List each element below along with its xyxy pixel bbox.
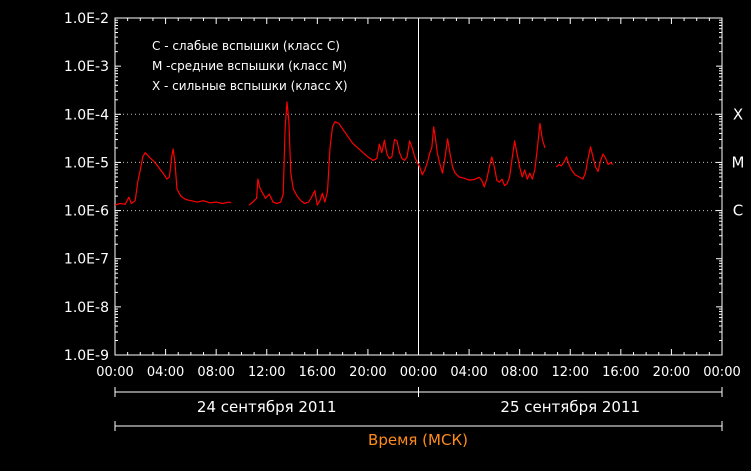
y-axis: 1.0E-2 1.0E-3 1.0E-4 1.0E-5 1.0E-6 1.0E-7 1.0E… [64, 11, 722, 364]
flux-line-segment [248, 101, 546, 206]
y-tick-label: 1.0E-6 [64, 204, 109, 220]
x-tick-label: 20:00 [653, 365, 690, 380]
date-label: 24 сентября 2011 [197, 398, 337, 416]
class-label-m: M [732, 153, 745, 171]
x-tick-label: 00:00 [400, 365, 437, 380]
date-label: 25 сентября 2011 [500, 398, 640, 416]
flare-class-labels: X M C [732, 105, 745, 219]
y-tick-label: 1.0E-9 [64, 348, 109, 364]
y-tick-label: 1.0E-5 [64, 155, 109, 171]
x-tick-label: 12:00 [248, 365, 285, 380]
y-tick-label: 1.0E-7 [64, 252, 109, 268]
x-tick-label: 20:00 [349, 365, 386, 380]
class-label-x: X [733, 105, 743, 123]
x-tick-label: 00:00 [703, 365, 740, 380]
legend-entry: C - слабые вспышки (класс C) [152, 39, 340, 53]
x-tick-label: 04:00 [450, 365, 487, 380]
date-axis: 24 сентября 2011 25 сентября 2011 [114, 387, 723, 431]
flux-line-segment [555, 146, 614, 180]
x-tick-label: 08:00 [197, 365, 234, 380]
x-axis-label: Время (МСК) [368, 431, 468, 449]
y-tick-label: 1.0E-8 [64, 300, 109, 316]
legend-entry: M -средние вспышки (класс M) [152, 59, 347, 73]
x-tick-label: 12:00 [552, 365, 589, 380]
y-tick-label: 1.0E-3 [64, 59, 109, 75]
legend: C - слабые вспышки (класс C) M -средние в… [152, 39, 348, 93]
x-tick-label: 16:00 [299, 365, 336, 380]
x-tick-label: 00:00 [96, 365, 133, 380]
series-group [114, 101, 614, 206]
x-tick-label: 04:00 [147, 365, 184, 380]
x-axis: 00:00 04:00 08:00 12:00 16:00 20:00 00:00 04:00… [96, 18, 741, 380]
y-tick-label: 1.0E-4 [64, 107, 109, 123]
x-tick-label: 08:00 [501, 365, 538, 380]
class-label-c: C [733, 202, 743, 220]
flux-line-segment [114, 148, 232, 206]
x-tick-label: 16:00 [602, 365, 639, 380]
legend-entry: X - сильные вспышки (класс X) [152, 79, 348, 93]
y-tick-label: 1.0E-2 [64, 11, 109, 27]
